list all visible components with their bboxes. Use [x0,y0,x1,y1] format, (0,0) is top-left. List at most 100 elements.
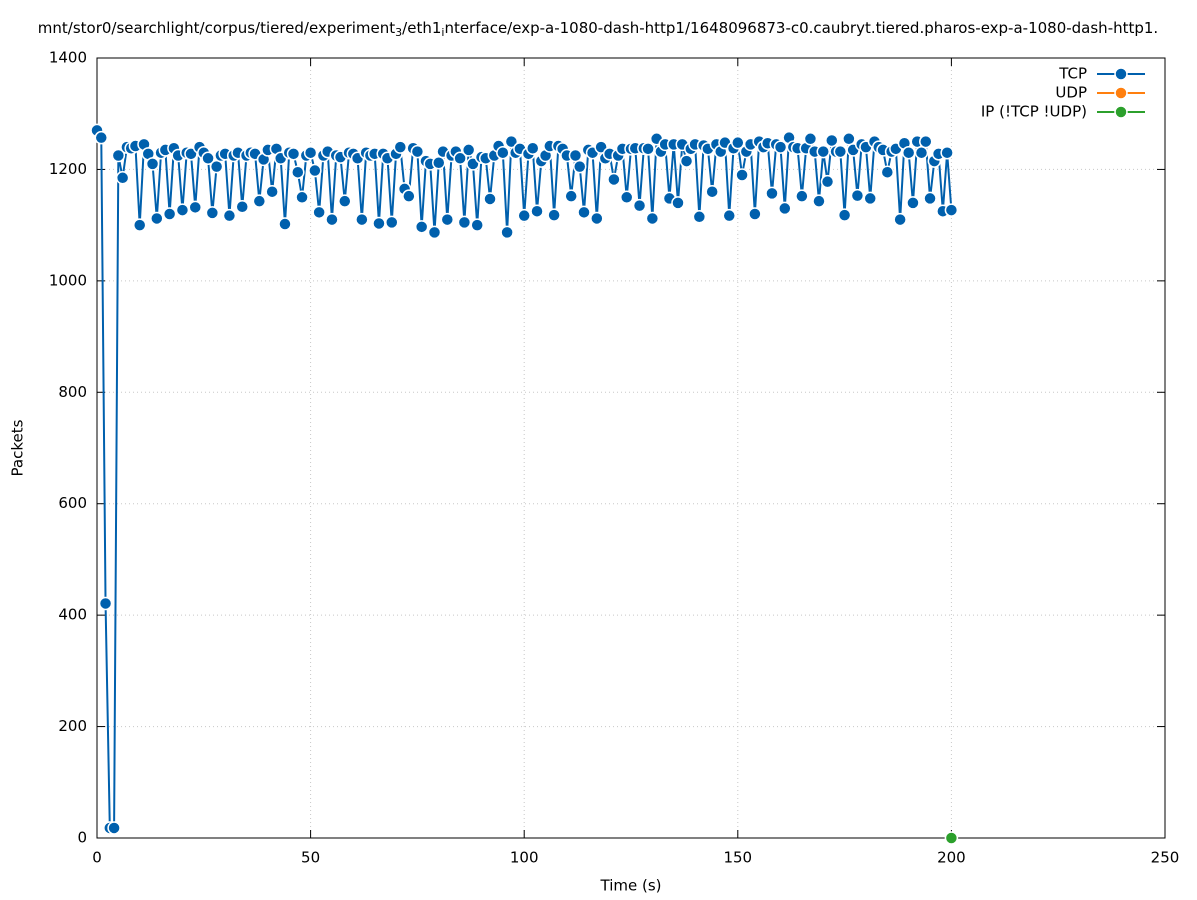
data-point [679,154,694,168]
data-point [901,145,916,160]
data-point [470,218,484,232]
data-point [803,132,818,146]
data-point [325,212,339,227]
data-point [645,211,660,226]
data-point [944,203,959,217]
data-point [295,190,309,205]
y-tick-label: 1400 [49,49,87,67]
data-point [500,225,514,240]
data-point [773,140,788,154]
title-subscript: 3 [395,26,402,39]
data-point [671,196,685,210]
data-point [765,186,779,201]
data-point [825,133,839,148]
y-axis-label: Packets [9,419,27,476]
data-point [893,212,907,227]
data-point [278,217,292,231]
data-point [812,194,826,208]
y-tick-label: 200 [58,717,87,735]
data-point [440,212,455,227]
data-point [453,151,467,166]
y-tick-label: 1000 [49,271,87,289]
y-tick-label: 1200 [49,160,87,178]
x-tick-label: 100 [510,849,539,867]
data-point [705,184,719,199]
data-point [385,215,399,230]
data-point [132,218,147,232]
data-point [209,159,224,174]
data-point [795,189,809,203]
x-tick-label: 0 [92,849,102,867]
y-tick-label: 800 [58,383,87,401]
data-point [748,207,762,221]
data-point [252,194,267,208]
data-point [632,198,647,213]
legend-marker [1114,67,1128,81]
plot-border [96,57,1166,839]
data-point [607,172,621,187]
data-point [461,143,476,157]
data-point [286,147,301,161]
data-point [619,190,634,205]
data-point [94,130,109,145]
data-point [98,596,113,611]
data-point [525,141,540,156]
data-point [842,132,856,146]
data-point [235,200,249,214]
data-point [291,165,305,179]
data-point [107,821,121,835]
y-tick-label: 0 [77,829,87,847]
x-axis-label: Time (s) [600,877,662,895]
title-part: /eth1 [402,19,441,37]
data-point [820,174,835,189]
x-tick-label: 200 [937,849,966,867]
data-point [175,203,190,217]
data-point [863,191,877,206]
data-point [372,216,386,231]
series-line [96,129,953,829]
data-point [722,208,737,223]
data-point [568,148,583,163]
legend-marker [1114,86,1128,100]
data-point [641,142,655,156]
x-tick-label: 250 [1151,849,1180,867]
data-point [692,210,707,224]
data-point [205,206,220,220]
data-point [308,163,322,178]
legend-label: TCP [1058,65,1087,83]
data-point [914,145,929,160]
data-point [517,208,531,223]
data-point [402,189,416,203]
data-point [150,211,164,226]
data-point [940,145,954,160]
data-point [414,220,429,234]
x-tick-label: 50 [301,849,320,867]
data-point [145,157,160,171]
chart-title: mnt/stor0/searchlight/corpus/tiered/expe… [38,19,1158,40]
data-point [338,194,352,208]
data-point [906,196,920,210]
data-point [496,145,510,160]
data-point [572,159,587,174]
data-point [577,205,591,220]
data-point [778,201,792,216]
x-tick-label: 150 [723,849,752,867]
data-point [837,208,852,222]
data-point [303,145,318,160]
legend-label: IP (!TCP !UDP) [981,103,1087,121]
data-point [162,207,177,221]
data-point [547,208,561,222]
data-point [432,155,446,170]
data-point [188,200,203,215]
data-point [564,189,578,203]
legend-label: UDP [1055,84,1087,102]
data-point [816,144,830,159]
title-subscript: i [441,26,444,39]
data-point [111,148,126,163]
data-point [393,140,408,154]
data-point [457,215,472,230]
data-point [850,188,865,203]
y-tick-label: 600 [58,494,87,512]
data-point [530,204,544,218]
